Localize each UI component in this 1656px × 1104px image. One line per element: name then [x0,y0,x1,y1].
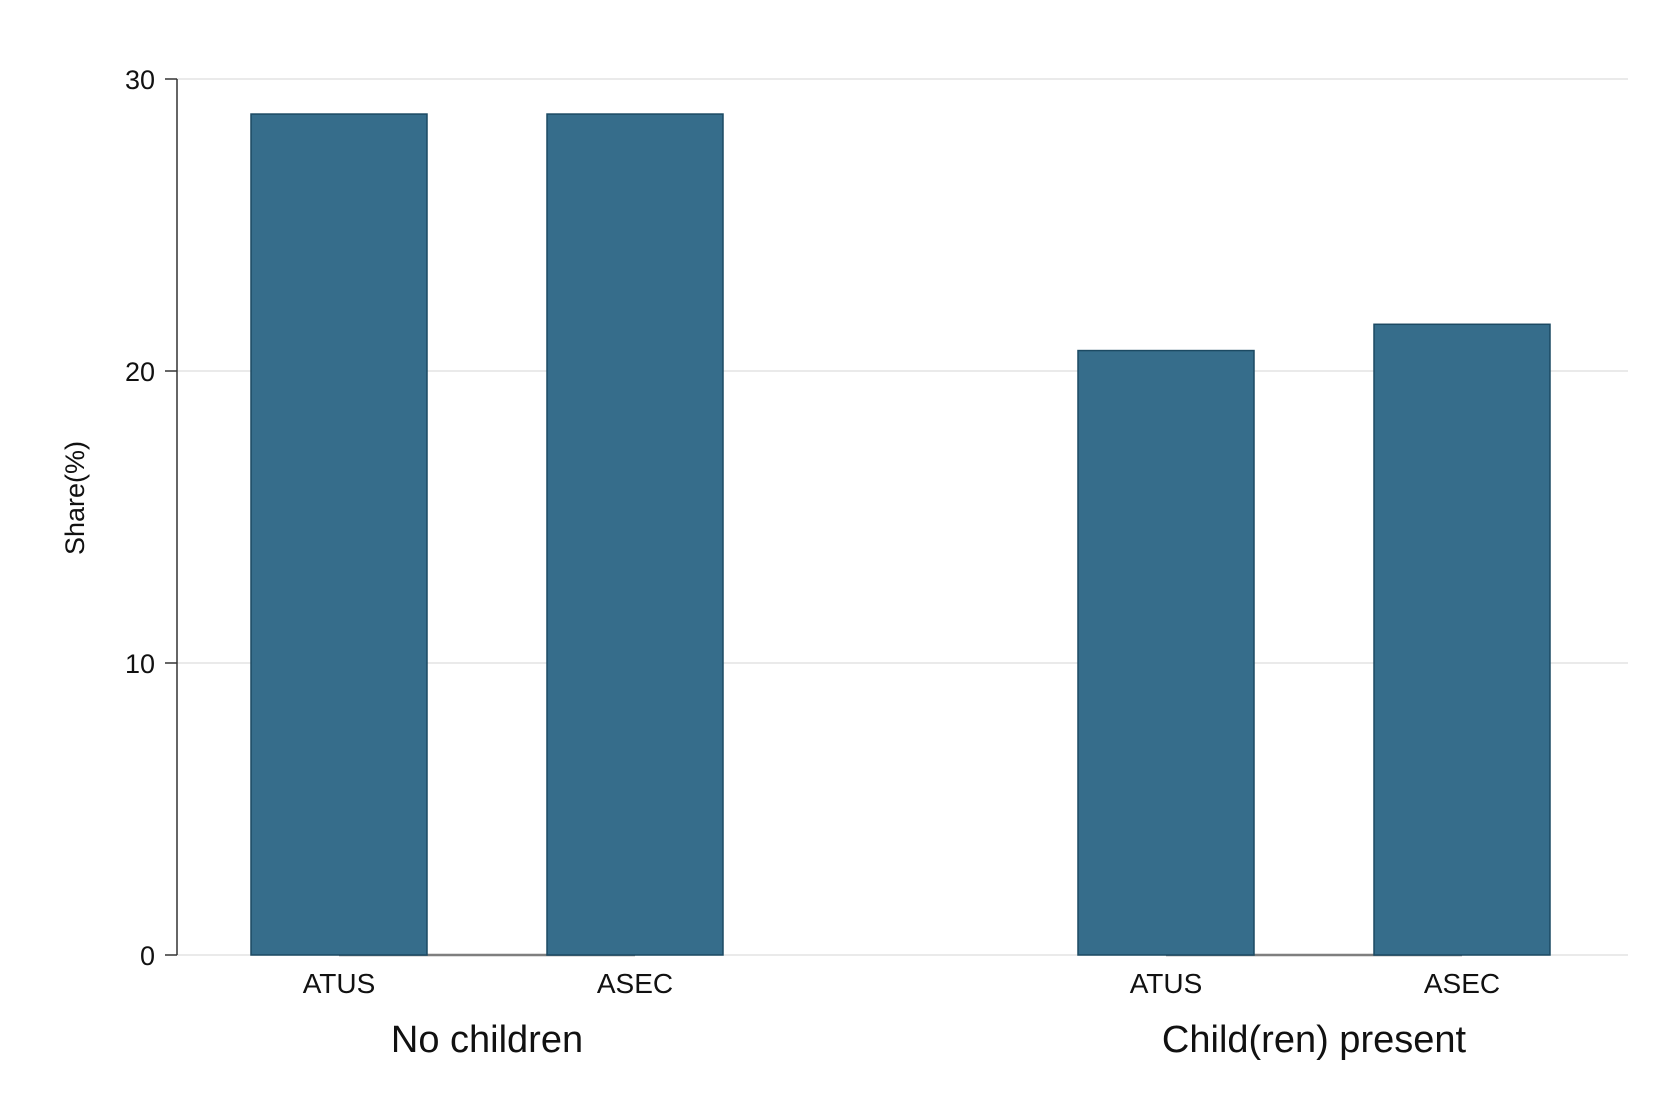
y-tick-label: 30 [125,65,155,95]
y-tick-label: 10 [125,649,155,679]
group-label: No children [391,1019,583,1061]
category-label: ATUS [303,968,376,999]
bar-asec-2 [1373,323,1551,956]
category-label: ASEC [597,968,673,999]
category-label: ATUS [1130,968,1203,999]
category-label: ASEC [1424,968,1500,999]
y-tick-label: 20 [125,357,155,387]
bars [250,113,1551,957]
y-axis-title: Share(%) [60,441,90,555]
bar-atus-1 [250,113,428,956]
y-axis: 0 10 20 30 [125,65,178,971]
bar-atus-2 [1077,349,1255,956]
group-label: Child(ren) present [1162,1019,1467,1061]
y-tick-label: 0 [140,941,155,971]
x-labels: ATUS ASEC No children ATUS ASEC Child(ren) pr… [303,968,1500,1061]
bar-asec-1 [546,113,724,956]
